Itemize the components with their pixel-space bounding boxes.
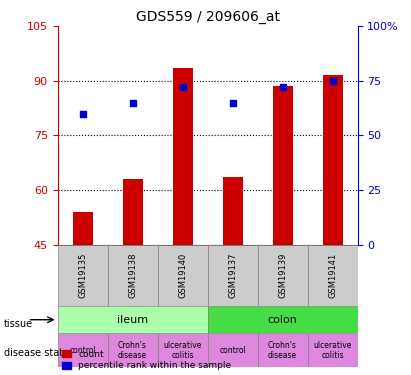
Point [129,100,136,106]
Text: GSM19137: GSM19137 [228,253,237,298]
Bar [223,177,242,244]
Text: GSM19140: GSM19140 [178,253,187,298]
Bar [323,75,342,244]
Point [79,111,86,117]
Text: ileum: ileum [117,315,148,325]
FancyBboxPatch shape [157,333,208,368]
FancyBboxPatch shape [208,306,358,333]
Point [179,84,186,90]
FancyBboxPatch shape [58,306,208,333]
Text: GSM19135: GSM19135 [78,253,87,298]
FancyBboxPatch shape [307,333,358,368]
Bar [272,86,293,245]
FancyBboxPatch shape [258,333,307,368]
Text: ulcerative
colitis: ulcerative colitis [313,341,352,360]
Point [229,100,236,106]
FancyBboxPatch shape [208,333,258,368]
FancyBboxPatch shape [157,244,208,306]
Text: ulcerative
colitis: ulcerative colitis [163,341,202,360]
FancyBboxPatch shape [108,244,157,306]
FancyBboxPatch shape [208,244,258,306]
Point [279,84,286,90]
Bar [73,212,92,244]
FancyBboxPatch shape [108,333,157,368]
Text: colon: colon [268,315,298,325]
Text: control: control [69,346,96,355]
FancyBboxPatch shape [258,244,307,306]
Legend: count, percentile rank within the sample: count, percentile rank within the sample [62,350,231,370]
Text: Crohn's
disease: Crohn's disease [268,341,297,360]
FancyBboxPatch shape [58,333,108,368]
Text: disease state: disease state [4,348,69,357]
Text: GSM19141: GSM19141 [328,253,337,298]
Point [329,78,336,84]
Text: Crohn's
disease: Crohn's disease [118,341,147,360]
Text: control: control [219,346,246,355]
Text: tissue: tissue [4,320,33,329]
Bar [173,68,192,244]
Text: GSM19138: GSM19138 [128,253,137,298]
Text: GSM19139: GSM19139 [278,253,287,298]
Title: GDS559 / 209606_at: GDS559 / 209606_at [136,10,279,24]
FancyBboxPatch shape [58,244,108,306]
Bar [122,179,143,244]
FancyBboxPatch shape [307,244,358,306]
